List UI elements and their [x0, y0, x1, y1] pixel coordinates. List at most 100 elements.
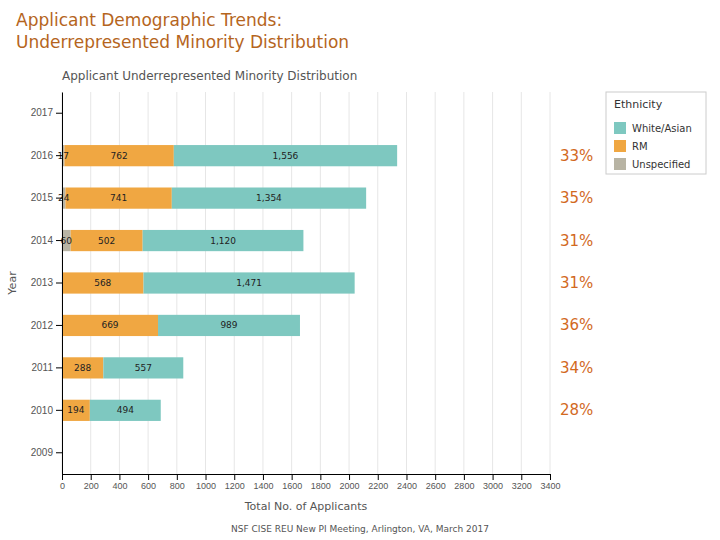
- legend-title: Ethnicity: [614, 98, 663, 111]
- legend-label: Unspecified: [632, 159, 690, 170]
- tick-label: 3200: [512, 481, 532, 491]
- tick-label: 1800: [311, 481, 331, 491]
- bar: [174, 145, 397, 166]
- data-label: 502: [98, 236, 115, 246]
- tick-label: 2400: [397, 481, 417, 491]
- share-labels: 33%35%31%31%36%34%28%: [560, 147, 593, 420]
- legend-box: [606, 92, 706, 174]
- data-label: 1,471: [236, 278, 262, 288]
- tick-label: 2600: [426, 481, 446, 491]
- bar: [64, 145, 173, 166]
- grid-line: [550, 92, 551, 474]
- tick-label: 2000: [340, 481, 360, 491]
- legend: EthnicityWhite/AsianRMUnspecified: [606, 92, 706, 174]
- share-label: 28%: [560, 401, 593, 419]
- bar: [158, 315, 300, 336]
- axis-line: [63, 475, 551, 481]
- tick-label: 1600: [282, 481, 302, 491]
- tick-label: 800: [170, 481, 185, 491]
- tick-label: 1400: [253, 481, 273, 491]
- data-label: 194: [67, 405, 84, 415]
- tick: 1600: [282, 474, 302, 491]
- share-label: 34%: [560, 359, 593, 377]
- tick: 2010: [31, 405, 62, 416]
- tick: 0: [60, 474, 65, 491]
- tick-mark: [234, 474, 235, 480]
- tick-mark: [521, 474, 522, 480]
- tick-mark: [263, 474, 264, 480]
- bar: [65, 188, 171, 209]
- tick-mark: [56, 325, 62, 326]
- tick-label: 2011: [31, 362, 53, 373]
- tick: 2400: [397, 474, 417, 491]
- tick-label: 2013: [31, 277, 54, 288]
- y-axis: 201720162015201420132012201120102009: [31, 93, 63, 475]
- bar: [62, 400, 90, 421]
- tick-label: 1000: [196, 481, 216, 491]
- tick-mark: [56, 452, 62, 453]
- grid-line: [521, 92, 522, 474]
- tick-mark: [292, 474, 293, 480]
- tick: 1800: [311, 474, 331, 491]
- tick: 2200: [368, 474, 388, 491]
- data-label: 288: [74, 363, 91, 373]
- tick-mark: [206, 474, 207, 480]
- tick-mark: [148, 474, 149, 480]
- tick-mark: [177, 474, 178, 480]
- tick-label: 3000: [483, 481, 503, 491]
- tick-mark: [56, 410, 62, 411]
- tick-label: 2800: [454, 481, 474, 491]
- tick-mark: [56, 240, 62, 241]
- grid-line: [435, 92, 436, 474]
- tick-mark: [378, 474, 379, 480]
- tick: 1000: [196, 474, 216, 491]
- data-label: 1,120: [210, 236, 236, 246]
- tick: 3000: [483, 474, 503, 491]
- tick: 2011: [31, 362, 62, 373]
- share-label: 31%: [560, 274, 593, 292]
- data-labels: 1724607627415025686692881941,5561,3541,1…: [57, 151, 298, 416]
- legend-swatch: [614, 122, 626, 134]
- legend-label: White/Asian: [632, 123, 692, 134]
- tick-mark: [349, 474, 350, 480]
- tick: 2014: [31, 235, 62, 246]
- tick-mark: [56, 155, 62, 156]
- tick: 2013: [31, 277, 62, 288]
- tick-label: 2012: [31, 320, 54, 331]
- tick: 2015: [31, 192, 62, 203]
- tick-mark: [62, 474, 63, 480]
- data-label: 1,556: [273, 151, 299, 161]
- share-label: 31%: [560, 232, 593, 250]
- bar: [143, 230, 304, 251]
- tick-label: 2017: [31, 107, 54, 118]
- legend-swatch: [614, 158, 626, 170]
- data-label: 741: [110, 193, 127, 203]
- tick-mark: [435, 474, 436, 480]
- tick-label: 0: [60, 481, 65, 491]
- axis-line: [62, 93, 63, 475]
- tick: 2000: [340, 474, 360, 491]
- tick: 3200: [512, 474, 532, 491]
- grid-line: [492, 92, 493, 474]
- tick: 3400: [540, 474, 560, 491]
- tick-mark: [550, 474, 551, 480]
- y-axis-title: Year: [6, 271, 19, 296]
- bar: [71, 230, 143, 251]
- bar: [144, 272, 355, 293]
- tick: 2016: [31, 150, 62, 161]
- tick: 1200: [225, 474, 245, 491]
- title: Applicant Demographic Trends:Underrepres…: [16, 10, 349, 52]
- tick: 800: [170, 474, 185, 491]
- chart: Applicant Demographic Trends:Underrepres…: [0, 0, 720, 540]
- bar: [62, 315, 158, 336]
- tick-mark: [56, 198, 62, 199]
- bars: [62, 145, 397, 421]
- tick-label: 2014: [31, 235, 54, 246]
- tick: 2800: [454, 474, 474, 491]
- tick-mark: [493, 474, 494, 480]
- tick: 2600: [426, 474, 446, 491]
- tick-label: 2200: [368, 481, 388, 491]
- data-label: 762: [111, 151, 128, 161]
- x-axis-title: Total No. of Applicants: [244, 500, 368, 513]
- grid-line: [463, 92, 464, 474]
